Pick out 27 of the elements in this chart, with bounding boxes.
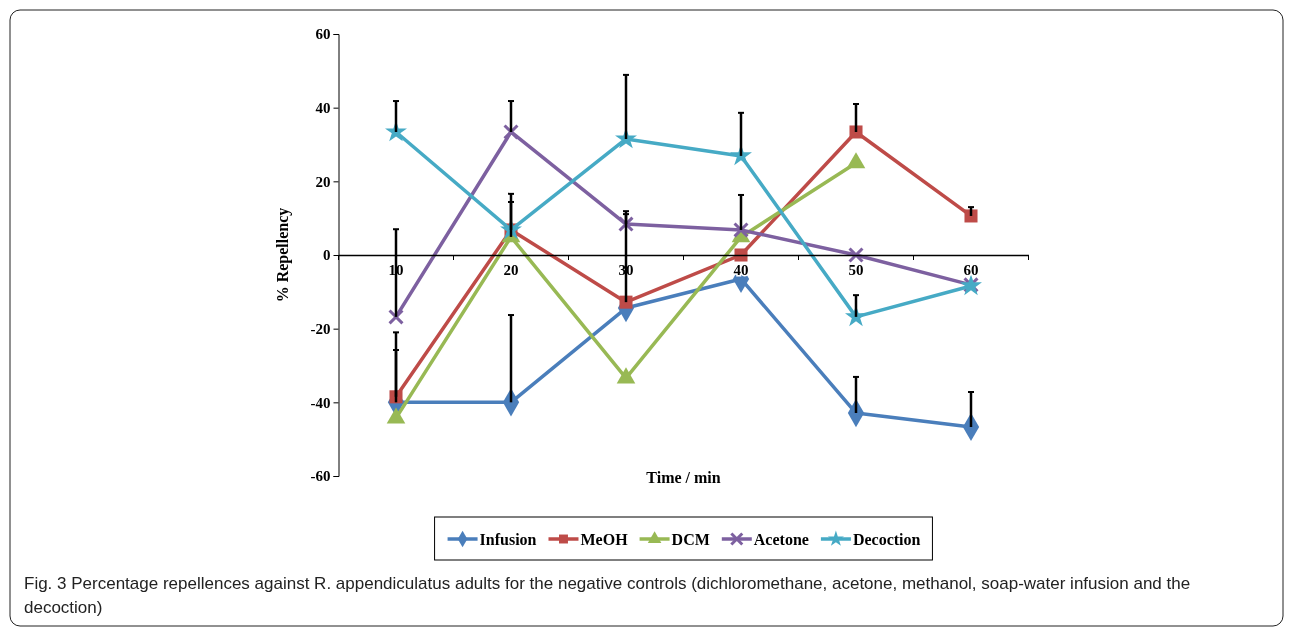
legend-label: Infusion bbox=[479, 531, 537, 548]
x-tick-label: 20 bbox=[503, 261, 519, 278]
point bbox=[619, 295, 633, 309]
y-tick-label: 40 bbox=[315, 99, 331, 116]
point bbox=[503, 124, 519, 140]
point bbox=[734, 248, 748, 262]
point bbox=[846, 152, 866, 169]
y-tick-label: 20 bbox=[315, 173, 331, 190]
y-tick-label: 60 bbox=[315, 26, 331, 43]
legend-label: Acetone bbox=[753, 531, 809, 548]
y-tick-label: -20 bbox=[310, 320, 331, 337]
y-tick-label: -60 bbox=[310, 468, 331, 485]
point bbox=[848, 247, 864, 263]
legend-label: Decoction bbox=[852, 531, 921, 548]
y-axis-title: % Repellency bbox=[274, 207, 292, 303]
point bbox=[388, 308, 404, 325]
x-tick-label: 60 bbox=[963, 261, 979, 278]
x-axis-title: Time / min bbox=[646, 469, 721, 486]
x-tick-label: 50 bbox=[848, 261, 864, 278]
legend-label: MeOH bbox=[580, 531, 629, 548]
caption: Fig. 3 Percentage repellences against R. appendiculatus adults for the negative controls (dichloromethane, acetone, methanol, soap-water infusion and the decoction) bbox=[24, 573, 1192, 619]
point bbox=[733, 222, 749, 238]
y-tick-label: -40 bbox=[310, 394, 331, 411]
legend-label: DCM bbox=[671, 531, 710, 548]
point bbox=[964, 209, 978, 223]
y-tick-label: 0 bbox=[323, 247, 331, 264]
point bbox=[849, 125, 863, 139]
